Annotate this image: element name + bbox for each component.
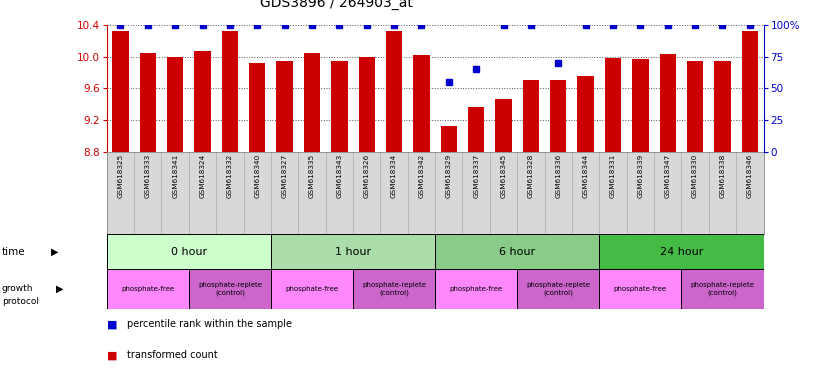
Text: phosphate-replete
(control): phosphate-replete (control) <box>526 282 590 296</box>
Text: GSM618329: GSM618329 <box>446 154 452 199</box>
Bar <box>441 126 457 384</box>
Text: GSM618338: GSM618338 <box>719 154 726 199</box>
Text: GSM618342: GSM618342 <box>419 154 424 199</box>
Bar <box>271 234 435 269</box>
Bar <box>599 234 764 269</box>
Text: phosphate-replete
(control): phosphate-replete (control) <box>362 282 426 296</box>
Bar <box>741 30 758 384</box>
Text: GSM618345: GSM618345 <box>501 154 507 199</box>
Text: 0 hour: 0 hour <box>171 247 207 257</box>
Bar <box>353 269 435 309</box>
Text: GSM618325: GSM618325 <box>117 154 123 199</box>
Text: GSM618341: GSM618341 <box>172 154 178 199</box>
Text: GSM618332: GSM618332 <box>227 154 233 199</box>
Bar <box>435 234 599 269</box>
Text: phosphate-free: phosphate-free <box>614 286 667 292</box>
Text: GDS3896 / 264903_at: GDS3896 / 264903_at <box>260 0 413 10</box>
Text: GSM618328: GSM618328 <box>528 154 534 199</box>
Bar <box>605 58 621 384</box>
Text: transformed count: transformed count <box>127 350 218 360</box>
Bar <box>687 61 704 384</box>
Text: GSM618340: GSM618340 <box>255 154 260 199</box>
Bar <box>222 31 238 384</box>
Text: growth: growth <box>2 285 33 293</box>
Text: GSM618339: GSM618339 <box>637 154 644 199</box>
Text: GSM618336: GSM618336 <box>555 154 562 199</box>
Bar <box>714 61 731 384</box>
Bar <box>167 57 183 384</box>
Text: ▶: ▶ <box>51 247 58 257</box>
Bar <box>599 269 681 309</box>
Text: ▶: ▶ <box>56 284 63 294</box>
Bar <box>523 80 539 384</box>
Text: GSM618334: GSM618334 <box>391 154 397 199</box>
Text: protocol: protocol <box>2 297 39 306</box>
Bar <box>435 269 517 309</box>
Bar <box>249 63 265 384</box>
Text: 24 hour: 24 hour <box>660 247 703 257</box>
Text: GSM618330: GSM618330 <box>692 154 698 199</box>
Bar <box>632 59 649 384</box>
Bar <box>140 53 156 384</box>
Text: GSM618337: GSM618337 <box>473 154 479 199</box>
Bar <box>304 53 320 384</box>
Bar <box>107 269 189 309</box>
Bar <box>331 61 347 384</box>
Text: GSM618344: GSM618344 <box>583 154 589 199</box>
Text: GSM618347: GSM618347 <box>665 154 671 199</box>
Text: percentile rank within the sample: percentile rank within the sample <box>127 319 292 329</box>
Bar <box>659 54 676 384</box>
Text: phosphate-free: phosphate-free <box>122 286 174 292</box>
Text: GSM618326: GSM618326 <box>364 154 369 199</box>
Bar <box>468 108 484 384</box>
Bar <box>495 99 511 384</box>
Bar <box>359 58 375 384</box>
Text: time: time <box>2 247 25 257</box>
Bar <box>517 269 599 309</box>
Text: GSM618324: GSM618324 <box>200 154 205 199</box>
Bar <box>681 269 764 309</box>
Bar <box>271 269 353 309</box>
Text: phosphate-replete
(control): phosphate-replete (control) <box>690 282 754 296</box>
Text: phosphate-replete
(control): phosphate-replete (control) <box>198 282 262 296</box>
Text: phosphate-free: phosphate-free <box>450 286 502 292</box>
Text: ■: ■ <box>107 319 117 329</box>
Text: GSM618335: GSM618335 <box>309 154 315 199</box>
Text: ■: ■ <box>107 350 117 360</box>
Bar <box>413 55 429 384</box>
Bar <box>386 30 402 384</box>
Bar <box>550 80 566 384</box>
Text: 6 hour: 6 hour <box>499 247 535 257</box>
Bar <box>577 76 594 384</box>
Text: GSM618327: GSM618327 <box>282 154 287 199</box>
Text: GSM618346: GSM618346 <box>747 154 753 199</box>
Text: GSM618333: GSM618333 <box>144 154 151 199</box>
Bar <box>189 269 271 309</box>
Text: GSM618343: GSM618343 <box>337 154 342 199</box>
Text: phosphate-free: phosphate-free <box>286 286 338 292</box>
Bar <box>195 51 211 384</box>
Text: 1 hour: 1 hour <box>335 247 371 257</box>
Bar <box>107 234 271 269</box>
Bar <box>112 31 129 384</box>
Text: GSM618331: GSM618331 <box>610 154 616 199</box>
Bar <box>277 61 293 384</box>
